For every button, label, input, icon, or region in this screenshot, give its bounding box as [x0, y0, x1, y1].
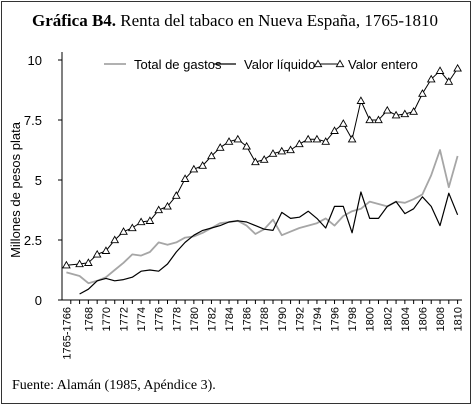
series-point: [268, 149, 278, 157]
x-tick-label: 1784: [224, 307, 236, 331]
series-point: [198, 161, 208, 169]
series-point: [321, 137, 331, 145]
series-point: [101, 246, 111, 254]
series-point: [409, 107, 419, 115]
chart-title-rest: Renta del tabaco en Nueva España, 1765-1…: [116, 11, 438, 30]
x-tick-label: 1770: [101, 307, 113, 331]
legend-marker: [335, 59, 345, 68]
series-point: [330, 126, 339, 134]
series-point: [242, 141, 251, 150]
x-tick-label: 1792: [294, 307, 306, 331]
series-point: [189, 164, 199, 173]
x-tick-label: 1806: [417, 307, 429, 331]
series-point: [127, 223, 137, 232]
x-tick-label: 1794: [312, 307, 324, 331]
x-tick-label: 1765-1766: [61, 307, 73, 360]
x-tick-label: 1804: [400, 307, 412, 331]
series-point: [365, 115, 375, 124]
series-point: [180, 174, 190, 182]
series-point: [110, 235, 120, 244]
series-point: [312, 134, 322, 143]
x-tick-label: 1808: [435, 307, 447, 331]
series-line: [66, 149, 459, 285]
series-point: [62, 260, 71, 269]
x-tick-label: 1810: [453, 307, 465, 331]
series-point: [426, 74, 436, 83]
series-point: [294, 139, 304, 148]
y-tick-label: 0: [35, 293, 42, 308]
series-line: [66, 68, 459, 266]
y-tick-label: 2.5: [24, 233, 42, 248]
series-point: [400, 109, 410, 118]
series-point: [145, 216, 155, 224]
chart-title: Gráfica B4. Renta del tabaco en Nueva Es…: [0, 11, 470, 31]
x-tick-label: 1774: [136, 307, 148, 331]
x-tick-label: 1772: [119, 307, 131, 331]
series-point: [154, 205, 164, 214]
legend-label: Total de gastos: [134, 57, 222, 72]
source-note: Fuente: Alamán (1985, Apéndice 3).: [12, 378, 216, 393]
y-tick-label: 10: [28, 53, 42, 68]
x-tick-label: 1802: [382, 307, 394, 331]
y-tick-label: 5: [35, 173, 42, 188]
series-point: [119, 227, 128, 235]
series-point: [233, 134, 243, 143]
series-point: [444, 77, 454, 85]
series-point: [418, 89, 427, 97]
x-tick-label: 1780: [189, 307, 201, 331]
series-point: [374, 115, 383, 124]
series-point: [215, 143, 225, 151]
x-tick-label: 1768: [83, 307, 95, 331]
legend-label: Valor entero: [348, 57, 418, 72]
series-point: [435, 66, 445, 74]
x-tick-label: 1800: [365, 307, 377, 331]
x-tick-label: 1776: [154, 307, 166, 331]
x-tick-label: 1782: [206, 307, 218, 331]
x-tick-label: 1778: [171, 307, 183, 331]
series-point: [453, 63, 462, 72]
axes: 0 2.5 5 7.5 10 1765-1766 1768 1770 1772 1774 1776 1…: [24, 52, 465, 360]
series-point: [277, 146, 287, 155]
series-point: [382, 105, 392, 114]
series-point: [92, 249, 102, 258]
legend-label: Valor líquido: [244, 57, 315, 72]
series-point: [391, 110, 401, 119]
series-point: [338, 119, 348, 127]
series-point: [75, 259, 84, 268]
x-tick-label: 1798: [347, 307, 359, 331]
x-tick-label: 1788: [259, 307, 271, 331]
series-point: [303, 134, 313, 143]
x-tick-label: 1790: [277, 307, 289, 331]
series-point: [163, 201, 172, 210]
series-point: [207, 151, 216, 160]
series-point: [251, 157, 260, 166]
series-point: [347, 134, 357, 143]
series-point: [171, 191, 181, 199]
series-group: [62, 63, 462, 295]
series-point: [83, 258, 93, 266]
legend: Total de gastos Valor líquido Valor entero: [104, 57, 418, 72]
series-point: [356, 96, 366, 104]
series-line: [79, 191, 459, 295]
y-axis-label: Millones de pesos plata: [8, 121, 23, 258]
series-point: [224, 137, 234, 145]
y-tick-label: 7.5: [24, 113, 42, 128]
series-point: [136, 217, 146, 226]
chart-title-bold: Gráfica B4.: [32, 11, 117, 30]
series-point: [259, 155, 269, 163]
x-tick-label: 1786: [242, 307, 254, 331]
series-point: [286, 145, 295, 154]
legend-marker: [313, 59, 323, 68]
x-tick-label: 1796: [330, 307, 342, 331]
